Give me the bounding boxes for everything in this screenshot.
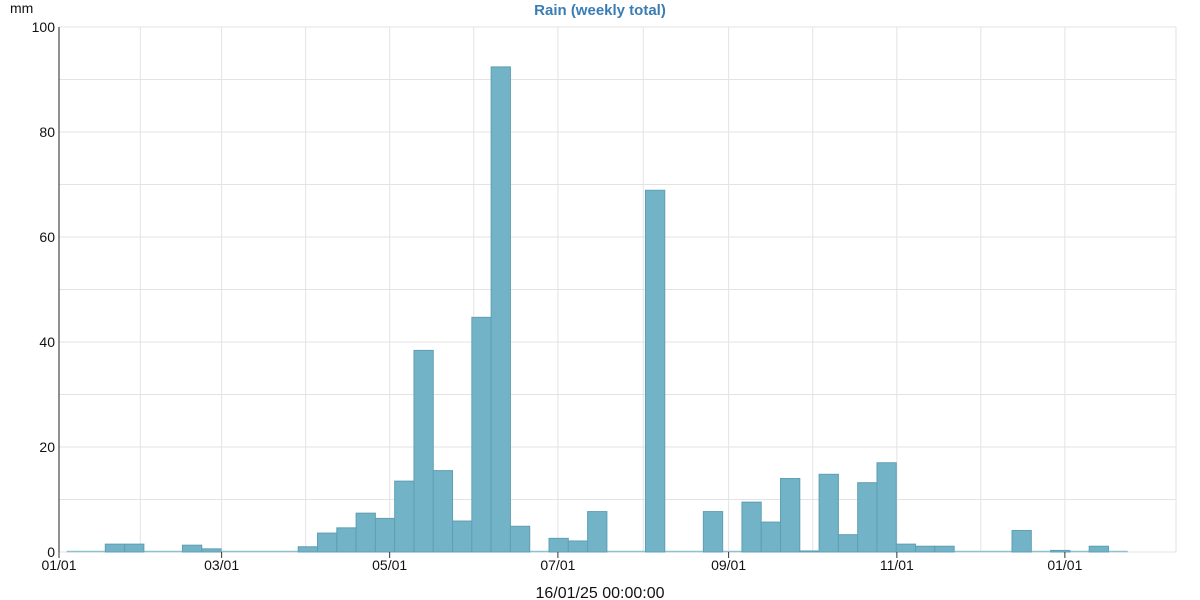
- rain-bar: [895, 543, 917, 553]
- y-axis-unit: mm: [10, 0, 33, 16]
- y-tick-label: 100: [32, 19, 56, 35]
- rain-bar: [297, 546, 319, 553]
- rain-bar: [413, 349, 434, 553]
- chart-title: Rain (weekly total): [534, 2, 666, 19]
- rain-bar: [876, 462, 897, 553]
- y-tick-label: 40: [39, 334, 55, 350]
- rain-bar: [1050, 549, 1071, 553]
- rain-bar: [567, 540, 589, 553]
- bars: [66, 66, 1128, 553]
- y-tick-label: 80: [39, 124, 55, 140]
- x-axis-label: 16/01/25 00:00:00: [535, 585, 664, 600]
- rain-bar: [509, 525, 531, 553]
- rain-bar: [124, 543, 145, 553]
- rain-bar: [799, 550, 820, 553]
- rain-bar: [1011, 529, 1032, 553]
- axes: 0 20 40 60 80 100 01/01 03/01 05/01 07/01 09/01 11/…: [32, 19, 1083, 573]
- rain-bar: [702, 511, 724, 553]
- rain-bar: [355, 512, 376, 553]
- rain-bar: [780, 478, 801, 553]
- rain-bar: [760, 521, 782, 553]
- x-tick-label: 03/01: [204, 557, 239, 573]
- rain-bar: [818, 473, 839, 553]
- rain-bar: [837, 534, 859, 553]
- rain-bar: [471, 316, 492, 553]
- rain-bar: [104, 543, 126, 553]
- rain-bar: [394, 480, 415, 553]
- rain-bar: [336, 527, 357, 553]
- rain-bar: [374, 517, 396, 553]
- x-tick-label: 09/01: [711, 557, 746, 573]
- rain-bar: [644, 189, 666, 553]
- rain-bar: [317, 532, 338, 553]
- x-tick-label: 05/01: [372, 557, 407, 573]
- rain-bar: [1088, 545, 1109, 553]
- x-tick-label: 07/01: [540, 557, 575, 573]
- rain-bar: [857, 482, 878, 553]
- rain-bar: [452, 520, 473, 553]
- rain-bar: [934, 545, 955, 553]
- rain-bar: [915, 545, 936, 553]
- rain-bar: [548, 537, 569, 553]
- rain-bar: [490, 66, 511, 553]
- x-tick-label: 11/01: [880, 557, 914, 573]
- y-tick-label: 0: [47, 544, 55, 560]
- rain-bar: [587, 511, 608, 553]
- x-tick-label: 01/01: [1047, 557, 1082, 573]
- rain-bar: [741, 501, 762, 553]
- x-tick-label: 01/01: [41, 557, 76, 573]
- y-tick-label: 20: [39, 439, 55, 455]
- rain-bar: [181, 544, 203, 553]
- grid-lines: [58, 26, 1177, 553]
- rain-bar: [432, 470, 454, 553]
- y-tick-label: 60: [39, 229, 55, 245]
- rain-bar: [201, 548, 222, 553]
